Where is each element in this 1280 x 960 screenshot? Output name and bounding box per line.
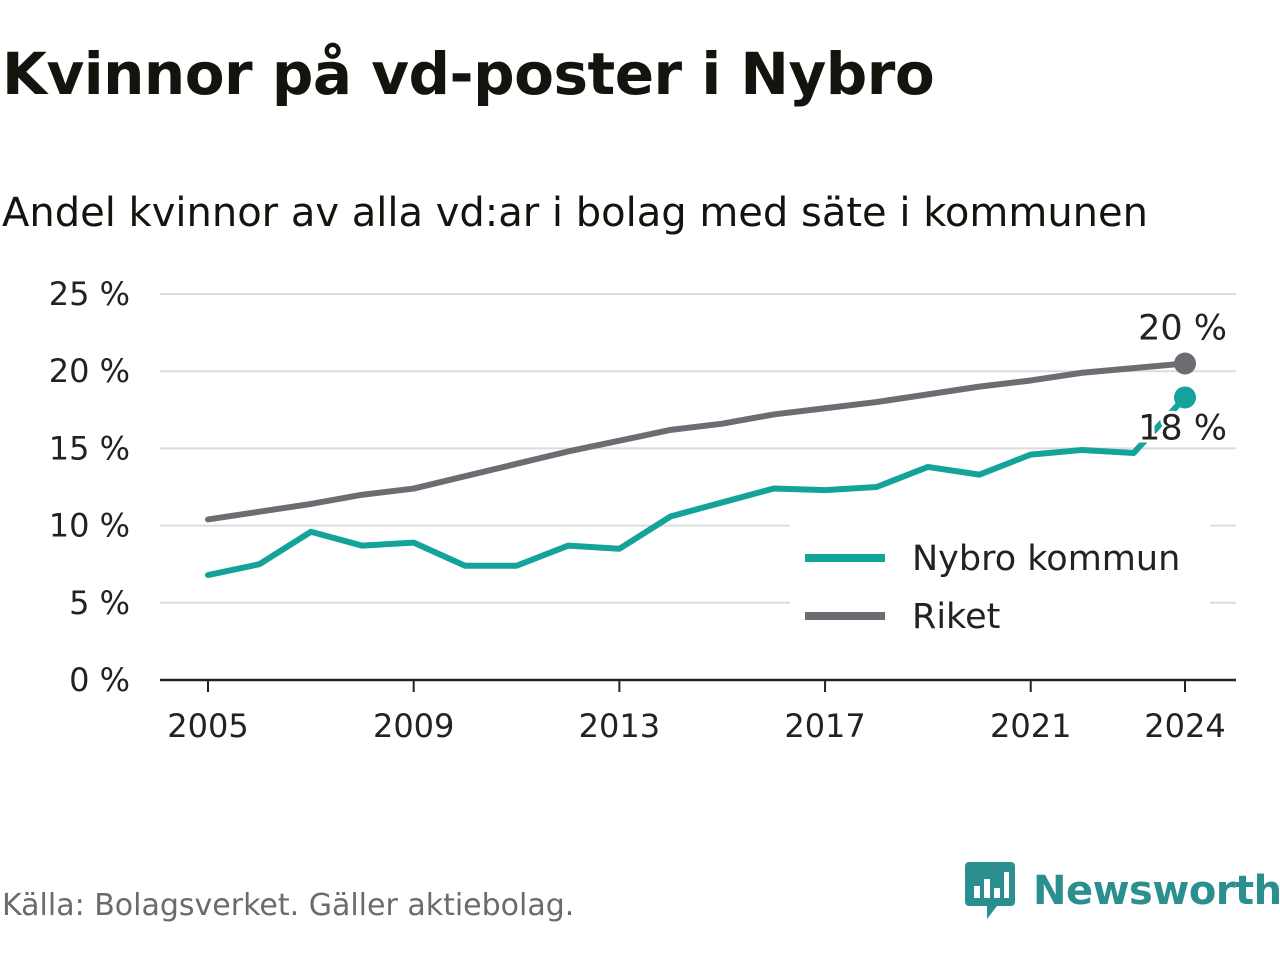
chart-subtitle: Andel kvinnor av alla vd:ar i bolag med … <box>2 190 1148 236</box>
y-tick-label: 0 % <box>69 661 130 699</box>
series-lines <box>205 360 1188 579</box>
x-tick-label: 2005 <box>167 707 248 745</box>
y-tick-label: 15 % <box>49 429 130 467</box>
end-label-nybro: 18 % <box>1138 408 1227 448</box>
end-point-nybro <box>1174 386 1196 409</box>
line-chart: 0 %5 %10 %15 %20 %25 % 2005 2009 2013 2017 2… <box>49 275 1236 745</box>
x-tick-label: 2009 <box>373 707 454 745</box>
series-line-nybro <box>205 394 1188 579</box>
x-tick-label: 2017 <box>784 707 865 745</box>
end-label-riket: 20 % <box>1138 308 1227 348</box>
x-tick-label: 2013 <box>579 707 660 745</box>
y-tick-label: 10 % <box>49 507 130 545</box>
source-note: Källa: Bolagsverket. Gäller aktiebolag. <box>2 888 575 923</box>
brand-name: Newsworthy <box>1033 868 1280 914</box>
legend-label-nybro: Nybro kommun <box>912 539 1180 579</box>
y-tick-label: 25 % <box>49 275 130 313</box>
brand: Newsworthy <box>965 862 1280 920</box>
chart-title: Kvinnor på vd-poster i Nybro <box>2 40 935 108</box>
legend-box <box>790 524 1210 648</box>
end-point-riket <box>1174 352 1196 375</box>
newsworthy-logo-icon <box>965 862 1015 919</box>
y-tick-label: 5 % <box>69 584 130 622</box>
series-line-riket <box>205 360 1188 523</box>
legend: Nybro kommun Riket <box>790 524 1210 648</box>
y-tick-label: 20 % <box>49 352 130 390</box>
x-tick-label: 2021 <box>990 707 1071 745</box>
end-labels: 18 % 20 % <box>1135 305 1230 451</box>
x-axis: 2005 2009 2013 2017 2021 2024 <box>160 678 1236 745</box>
x-tick-label: 2024 <box>1144 707 1225 745</box>
y-axis-tick-labels: 0 % 5 % 10 % 15 % 20 % 25 % <box>49 275 130 699</box>
legend-label-riket: Riket <box>912 597 1000 637</box>
